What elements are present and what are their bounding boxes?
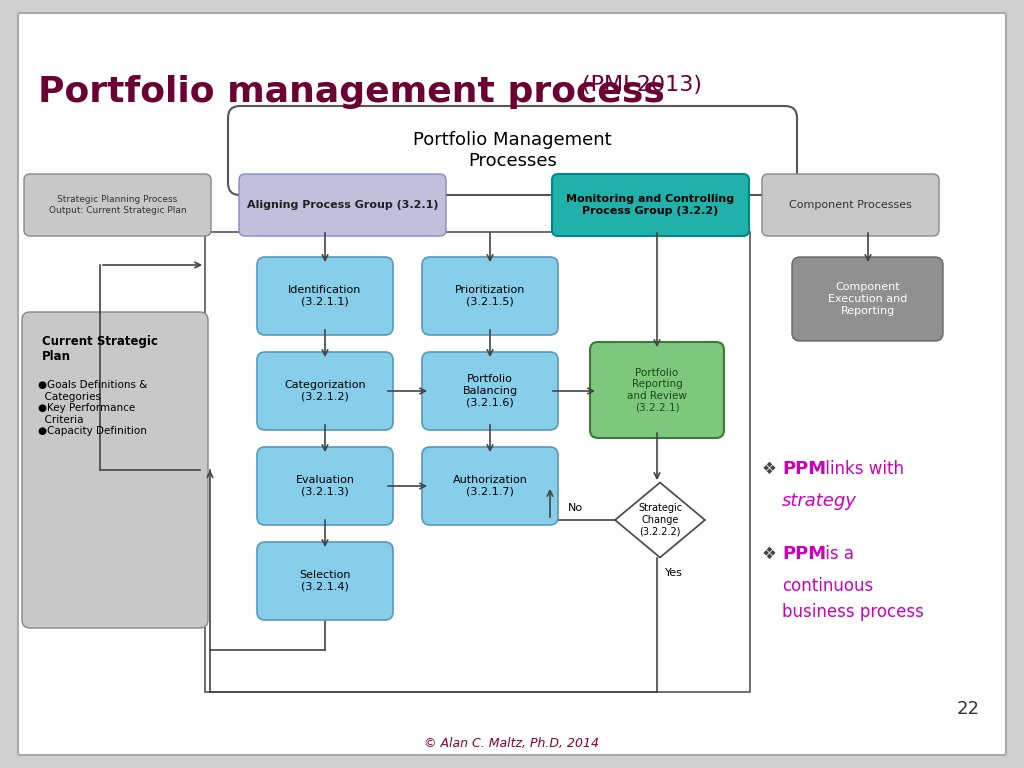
Text: Portfolio Management
Processes: Portfolio Management Processes: [414, 131, 611, 170]
Text: ❖: ❖: [762, 460, 777, 478]
Text: Component
Execution and
Reporting: Component Execution and Reporting: [827, 283, 907, 316]
Text: Yes: Yes: [665, 568, 683, 578]
FancyBboxPatch shape: [552, 174, 749, 236]
Text: Monitoring and Controlling
Process Group (3.2.2): Monitoring and Controlling Process Group…: [566, 194, 734, 216]
FancyBboxPatch shape: [762, 174, 939, 236]
FancyBboxPatch shape: [257, 257, 393, 335]
Text: No: No: [567, 503, 583, 513]
FancyBboxPatch shape: [422, 447, 558, 525]
FancyBboxPatch shape: [590, 342, 724, 438]
FancyBboxPatch shape: [257, 447, 393, 525]
Text: PPM: PPM: [782, 545, 826, 563]
Text: Identification
(3.2.1.1): Identification (3.2.1.1): [289, 285, 361, 306]
FancyBboxPatch shape: [257, 542, 393, 620]
Text: © Alan C. Maltz, Ph.D, 2014: © Alan C. Maltz, Ph.D, 2014: [425, 737, 599, 750]
Text: Authorization
(3.2.1.7): Authorization (3.2.1.7): [453, 475, 527, 497]
Text: (PMI 2013): (PMI 2013): [582, 75, 702, 95]
Text: Strategic
Change
(3.2.2.2): Strategic Change (3.2.2.2): [638, 503, 682, 537]
Text: strategy: strategy: [782, 492, 857, 510]
Text: links with: links with: [820, 460, 904, 478]
Text: Categorization
(3.2.1.2): Categorization (3.2.1.2): [285, 380, 366, 402]
Text: Component Processes: Component Processes: [790, 200, 912, 210]
Polygon shape: [615, 482, 705, 558]
Text: 22: 22: [957, 700, 980, 718]
Text: Prioritization
(3.2.1.5): Prioritization (3.2.1.5): [455, 285, 525, 306]
Text: ❖: ❖: [762, 545, 777, 563]
FancyBboxPatch shape: [22, 312, 208, 628]
FancyBboxPatch shape: [24, 174, 211, 236]
FancyBboxPatch shape: [422, 257, 558, 335]
Text: Selection
(3.2.1.4): Selection (3.2.1.4): [299, 570, 351, 592]
FancyBboxPatch shape: [792, 257, 943, 341]
Text: Strategic Planning Process
Output: Current Strategic Plan: Strategic Planning Process Output: Curre…: [49, 195, 186, 215]
FancyBboxPatch shape: [18, 13, 1006, 755]
Text: is a: is a: [820, 545, 854, 563]
Text: business process: business process: [782, 603, 924, 621]
Text: PPM: PPM: [782, 460, 826, 478]
FancyBboxPatch shape: [228, 106, 797, 195]
FancyBboxPatch shape: [422, 352, 558, 430]
Text: continuous: continuous: [782, 577, 873, 595]
Text: Portfolio
Reporting
and Review
(3.2.2.1): Portfolio Reporting and Review (3.2.2.1): [627, 368, 687, 412]
Text: Portfolio management process: Portfolio management process: [38, 75, 665, 109]
Text: Evaluation
(3.2.1.3): Evaluation (3.2.1.3): [296, 475, 354, 497]
Text: Portfolio
Balancing
(3.2.1.6): Portfolio Balancing (3.2.1.6): [463, 375, 517, 408]
Text: Aligning Process Group (3.2.1): Aligning Process Group (3.2.1): [247, 200, 438, 210]
FancyBboxPatch shape: [239, 174, 446, 236]
Text: ●Goals Definitions &
  Categories
●Key Performance
  Criteria
●Capacity Definiti: ●Goals Definitions & Categories ●Key Per…: [38, 380, 147, 436]
Text: Current Strategic
Plan: Current Strategic Plan: [42, 335, 158, 363]
FancyBboxPatch shape: [257, 352, 393, 430]
